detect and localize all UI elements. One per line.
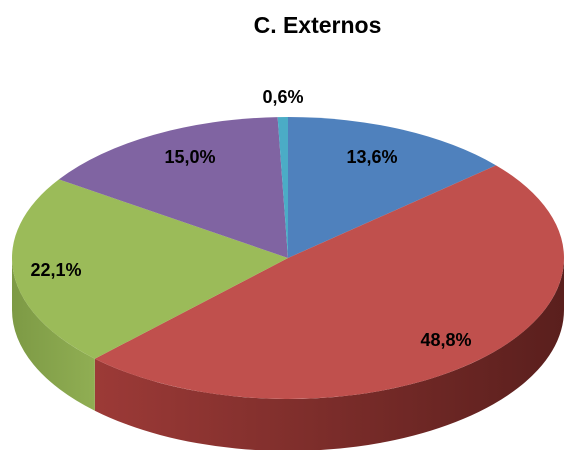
pie-side-1	[94, 258, 564, 450]
pie-slice-4	[277, 117, 288, 258]
data-label-0: 13,6%	[346, 147, 397, 167]
data-label-1: 48,8%	[420, 330, 471, 350]
pie-top	[11, 117, 565, 400]
pie-slice-2	[11, 179, 289, 359]
pie-sides	[12, 258, 564, 450]
pie-labels: 13,6% 48,8% 22,1% 15,0% 0,6%	[30, 87, 471, 350]
pie-slice-1	[94, 165, 565, 400]
pie-slice-3	[58, 117, 288, 259]
data-label-4: 0,6%	[262, 87, 303, 107]
pie-slice-0	[288, 117, 497, 258]
pie-side-2	[12, 258, 95, 411]
data-label-2: 22,1%	[30, 260, 81, 280]
data-label-3: 15,0%	[164, 147, 215, 167]
chart-title: C. Externos	[253, 12, 382, 38]
